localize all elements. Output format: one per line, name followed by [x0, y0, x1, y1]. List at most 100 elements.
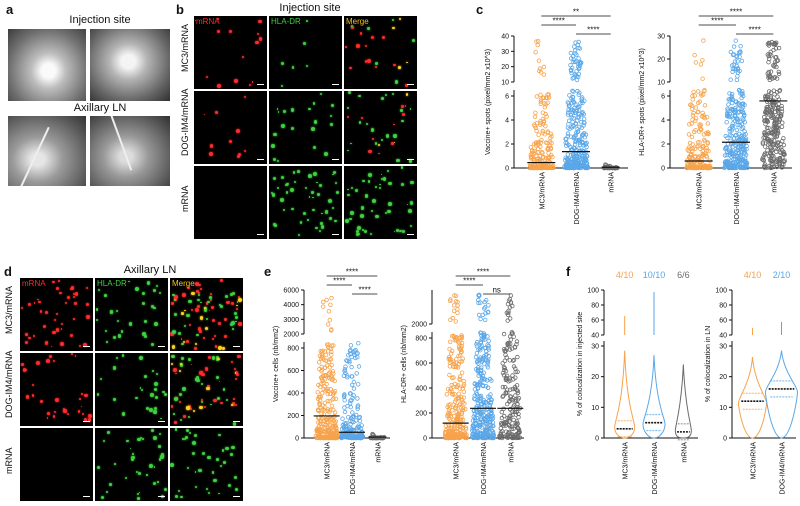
data-point — [690, 97, 695, 102]
x-tick-label: mRNA — [681, 442, 688, 463]
data-point — [357, 414, 362, 420]
data-point — [483, 345, 488, 351]
data-point — [328, 357, 334, 362]
data-point — [732, 59, 738, 64]
data-point — [354, 431, 360, 436]
data-point — [774, 142, 779, 147]
data-point — [739, 58, 745, 64]
data-point — [511, 417, 516, 423]
data-point — [533, 110, 538, 115]
data-point — [512, 386, 518, 392]
data-point — [348, 398, 353, 403]
violin — [674, 364, 692, 439]
data-point — [731, 52, 736, 57]
data-point — [533, 164, 538, 170]
x-tick-label: DOG-IM4/mRNA — [780, 442, 787, 495]
data-point — [773, 55, 778, 60]
y-tick-label: 2000 — [411, 322, 427, 329]
data-point — [729, 63, 735, 68]
data-point — [477, 394, 482, 399]
data-point — [766, 142, 771, 147]
data-point — [695, 110, 700, 115]
significance-label: **** — [748, 26, 760, 35]
data-point — [491, 435, 496, 440]
data-point — [770, 161, 775, 167]
data-point — [693, 116, 699, 121]
data-point — [327, 399, 332, 404]
y-tick-label: 800 — [287, 346, 299, 353]
data-point — [323, 422, 328, 428]
data-point — [536, 132, 541, 137]
data-point — [700, 148, 705, 154]
data-point — [507, 341, 513, 347]
data-point — [327, 371, 332, 376]
panel-a-letter: a — [6, 2, 14, 17]
data-point — [704, 130, 709, 136]
data-point — [541, 64, 547, 70]
data-point — [540, 121, 546, 127]
data-point — [766, 54, 771, 59]
data-point — [776, 45, 782, 51]
data-point — [475, 365, 481, 370]
data-point — [760, 155, 766, 160]
data-point — [515, 354, 520, 360]
data-point — [577, 46, 583, 51]
data-point — [572, 48, 578, 53]
data-point — [347, 391, 353, 396]
significance-label: ns — [492, 286, 500, 295]
data-point — [350, 395, 355, 401]
data-point — [447, 346, 452, 352]
data-point — [325, 342, 330, 347]
data-point — [513, 375, 518, 380]
micrograph-tile — [20, 353, 93, 426]
y-tick-label: 30 — [657, 34, 665, 41]
data-point — [733, 38, 738, 43]
data-point — [742, 147, 747, 152]
data-point — [471, 414, 476, 419]
data-point — [328, 391, 333, 397]
y-tick-label: 30 — [719, 344, 727, 351]
data-point — [513, 397, 518, 402]
data-point — [565, 131, 571, 136]
data-point — [740, 125, 746, 130]
data-point — [508, 406, 513, 412]
data-point — [356, 340, 361, 346]
y-tick-label: 80 — [591, 303, 599, 310]
data-point — [452, 425, 458, 430]
data-point — [319, 424, 324, 429]
data-point — [511, 357, 517, 363]
y-tick-label: 3000 — [283, 317, 299, 324]
data-point — [693, 105, 699, 110]
data-point — [766, 43, 772, 48]
data-point — [461, 382, 467, 387]
data-point — [446, 426, 451, 431]
data-point — [325, 398, 330, 404]
channel-label: mRNA — [196, 17, 220, 26]
data-point — [777, 156, 783, 162]
significance-label: **** — [730, 8, 742, 17]
data-point — [329, 352, 334, 357]
data-point — [377, 435, 383, 441]
data-point — [327, 375, 332, 381]
data-point — [534, 94, 540, 99]
micrograph-tile — [269, 91, 342, 164]
data-point — [456, 435, 461, 440]
data-point — [499, 409, 504, 415]
data-point — [695, 89, 701, 94]
data-point — [777, 87, 783, 93]
panel-c-letter: c — [476, 2, 484, 17]
data-point — [320, 348, 325, 353]
data-point — [571, 124, 576, 129]
data-point — [500, 384, 506, 390]
data-point — [355, 396, 360, 401]
data-point — [475, 367, 481, 372]
data-point — [734, 77, 740, 83]
data-point — [446, 386, 451, 392]
data-point — [692, 53, 697, 58]
micrograph-tile — [170, 428, 243, 501]
data-point — [546, 165, 551, 171]
data-point — [572, 44, 577, 49]
data-point — [332, 410, 338, 415]
y-tick-label: 0 — [505, 166, 509, 173]
data-point — [763, 121, 768, 127]
